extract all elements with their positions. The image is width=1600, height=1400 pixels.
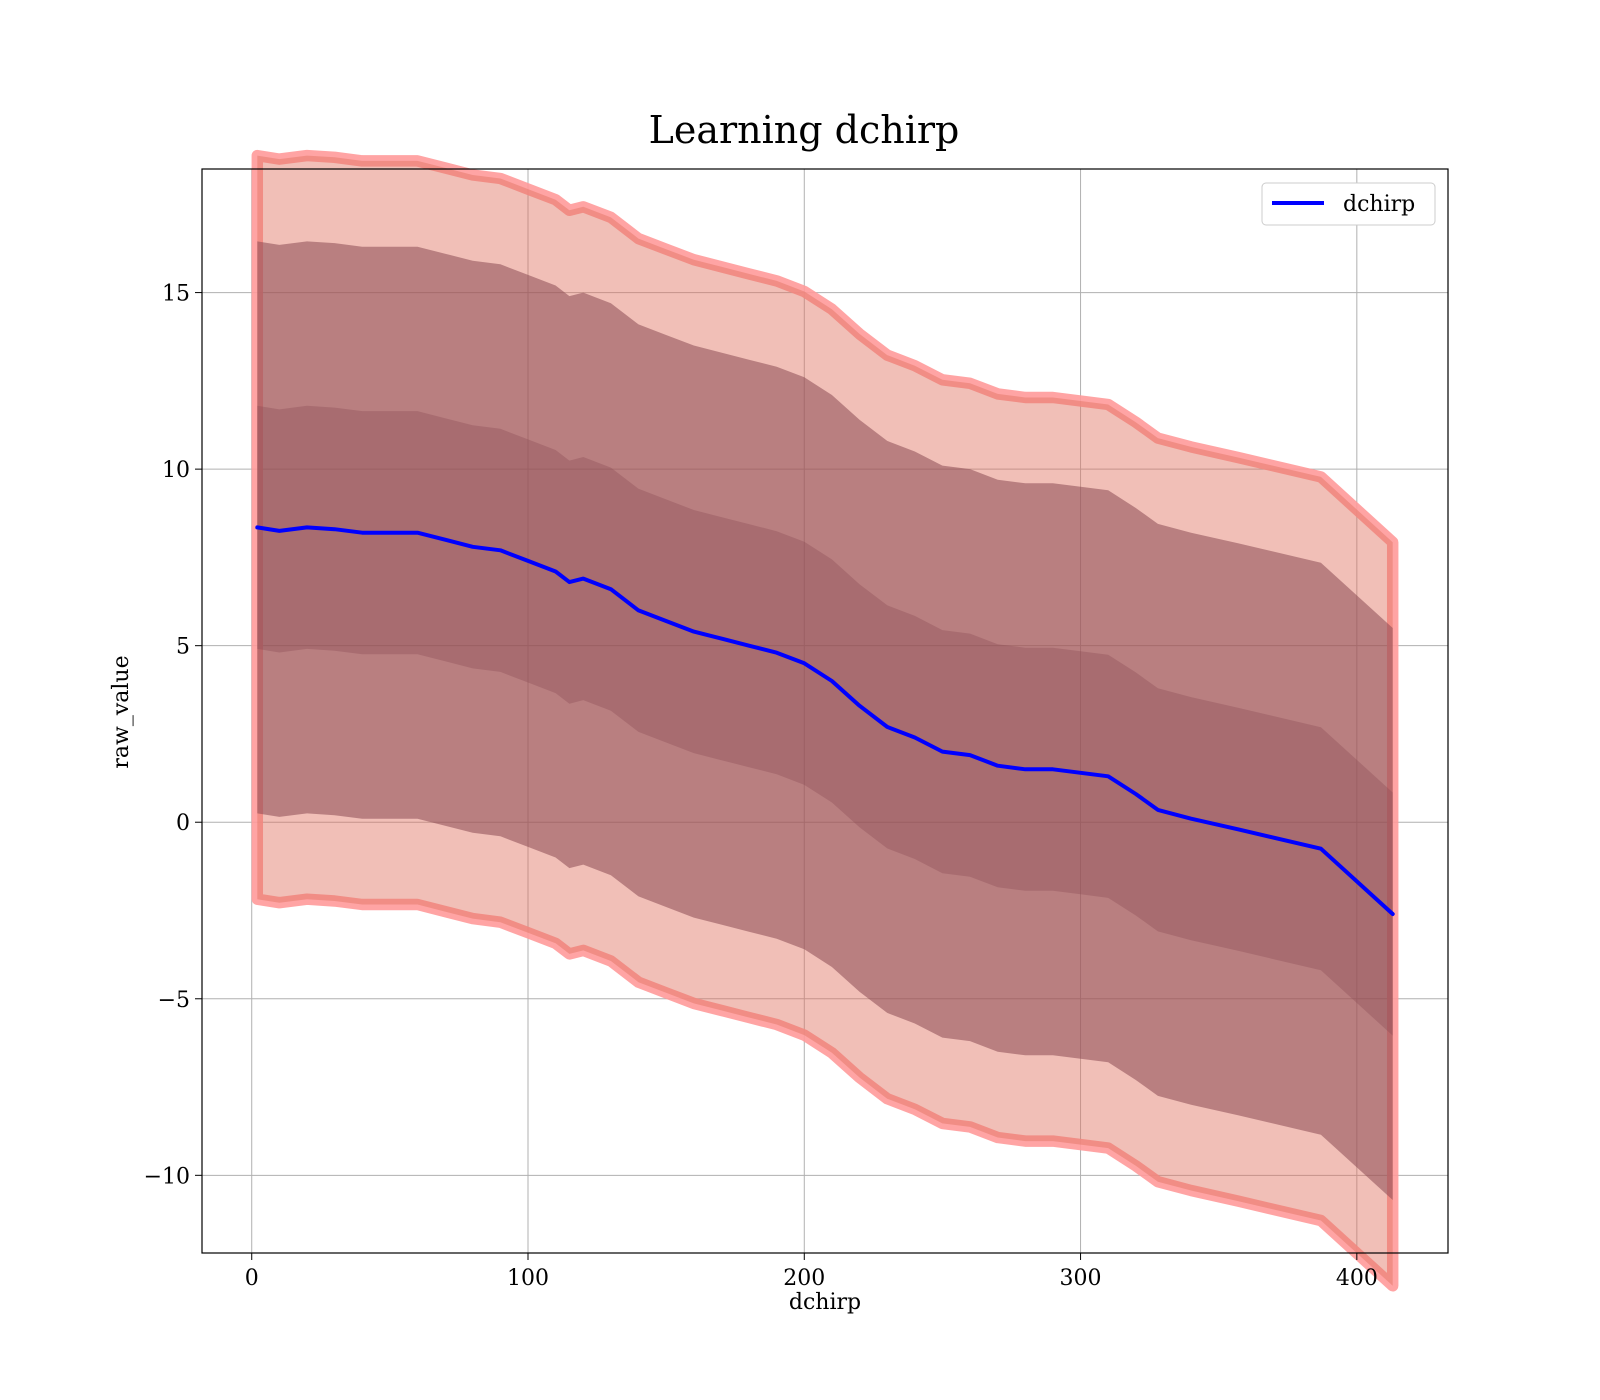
y-tick-label: 10 <box>162 458 190 483</box>
x-tick-label: 0 <box>245 1266 259 1291</box>
x-tick-label: 100 <box>507 1266 549 1291</box>
x-tick-label: 300 <box>1060 1266 1102 1291</box>
legend-box <box>1261 182 1436 226</box>
chart-title: Learning dchirp <box>649 108 960 152</box>
x-axis-label: dchirp <box>789 1290 861 1315</box>
x-tick-label: 400 <box>1336 1266 1378 1291</box>
series-line-dchirp <box>255 525 1395 916</box>
y-axis-label: raw_value <box>109 655 134 768</box>
confidence-bands <box>251 149 1399 1292</box>
plot-frame <box>201 168 1449 1254</box>
legend: dchirp <box>1261 182 1436 226</box>
y-tick-label: −5 <box>158 988 190 1013</box>
confidence-band-1 <box>257 241 1393 1200</box>
y-tick-label: 5 <box>176 635 190 660</box>
band-edge <box>251 149 1399 1292</box>
confidence-band-2 <box>257 405 1393 1036</box>
axis-ticks: 0 100 200 300 400 −10 −5 0 5 10 15 <box>144 282 1378 1291</box>
y-tick-label: 0 <box>176 811 190 836</box>
x-tick-label: 200 <box>783 1266 825 1291</box>
y-tick-label: −10 <box>144 1164 190 1189</box>
legend-label-dchirp: dchirp <box>1343 192 1415 217</box>
y-tick-label: 15 <box>162 282 190 307</box>
series-lines <box>255 525 1395 916</box>
